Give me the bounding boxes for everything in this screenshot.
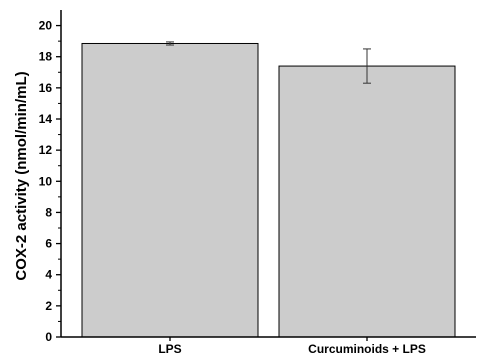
y-tick-label-8: 8 xyxy=(45,205,52,219)
x-tick-label-2: Curcuminoids + LPS xyxy=(308,342,426,356)
y-axis-title: COX-2 activity (nmol/min/mL) xyxy=(13,71,30,280)
y-tick-label-18: 18 xyxy=(39,50,53,64)
y-tick-label-10: 10 xyxy=(39,174,53,188)
y-tick-label-20: 20 xyxy=(39,19,53,33)
y-tick-label-6: 6 xyxy=(45,237,52,251)
y-tick-label-0: 0 xyxy=(45,330,52,344)
bar-2 xyxy=(278,65,456,338)
y-tick-label-2: 2 xyxy=(45,299,52,313)
y-tick-label-14: 14 xyxy=(39,112,53,126)
plot-area: LPS Curcuminoids + LPS 0 2 4 6 8 10 12 14 16 18 20 xyxy=(39,10,476,356)
y-tick-label-12: 12 xyxy=(39,143,53,157)
y-axis-title-group: COX-2 activity (nmol/min/mL) xyxy=(13,71,30,280)
y-tick-label-4: 4 xyxy=(45,268,52,282)
y-tick-label-16: 16 xyxy=(39,81,53,95)
bar-1 xyxy=(81,42,259,338)
x-tick-label-1: LPS xyxy=(158,342,181,356)
